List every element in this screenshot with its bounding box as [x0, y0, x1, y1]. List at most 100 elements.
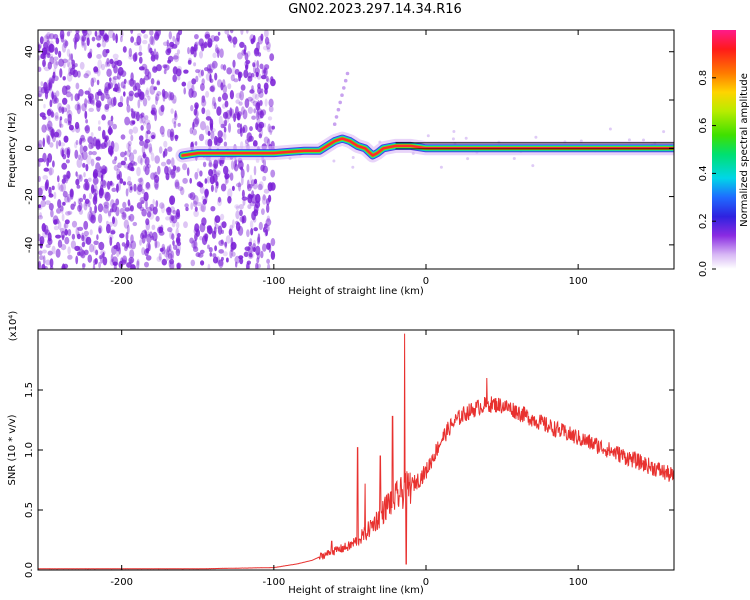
noise-blob [172, 74, 177, 83]
noise-blob [40, 86, 47, 94]
noise-blob [139, 196, 146, 204]
noise-blob [169, 258, 175, 265]
noise-blob [215, 172, 220, 178]
noise-blob [209, 78, 214, 84]
noise-blob [120, 134, 126, 140]
noise-blob [77, 226, 84, 231]
noise-blob [112, 256, 118, 266]
noise-blob [76, 233, 81, 240]
noise-blob [55, 140, 59, 150]
noise-blob [51, 245, 56, 255]
noise-blob [60, 34, 65, 43]
noise-blob [119, 233, 125, 239]
noise-blob [193, 210, 199, 218]
noise-blob [62, 76, 66, 81]
noise-blob [190, 46, 195, 55]
noise-blob [47, 153, 53, 163]
noise-blob [155, 30, 161, 37]
noise-blob [122, 181, 126, 186]
noise-blob [166, 206, 172, 216]
noise-blob [212, 173, 218, 183]
noise-blob [84, 181, 90, 191]
noise-blob [242, 109, 248, 120]
noise-blob [130, 234, 134, 244]
noise-blob [140, 112, 145, 118]
noise-field [38, 30, 666, 269]
noise-blob [258, 221, 263, 231]
noise-blob [176, 65, 182, 73]
noise-blob [232, 59, 236, 68]
noise-blob [41, 223, 46, 232]
noise-blob [177, 74, 181, 81]
noise-blob [94, 204, 97, 214]
y-tick-label: 0.5 [24, 502, 35, 518]
noise-blob [161, 258, 167, 266]
noise-blob [217, 130, 223, 138]
noise-blob [161, 246, 166, 255]
noise-blob [248, 253, 253, 260]
noise-blob [163, 249, 170, 258]
noise-blob [65, 177, 68, 184]
noise-blob [247, 96, 254, 102]
noise-blob [74, 149, 79, 159]
noise-blob [42, 51, 47, 61]
noise-blob [65, 211, 71, 216]
noise-blob [249, 253, 253, 258]
noise-blob [87, 136, 94, 144]
noise-blob [60, 244, 67, 251]
noise-blob [75, 171, 78, 177]
noise-blob [127, 140, 132, 147]
noise-blob [75, 178, 80, 186]
noise-blob [108, 101, 113, 109]
noise-blob [240, 175, 244, 186]
noise-blob [260, 109, 267, 116]
noise-blob [109, 182, 115, 187]
noise-blob [256, 263, 261, 269]
noise-blob [126, 262, 132, 268]
noise-blob [51, 75, 55, 84]
noise-blob [153, 86, 157, 91]
noise-blob [49, 99, 53, 108]
noise-blob [146, 242, 150, 251]
noise-blob [189, 237, 194, 244]
noise-blob [172, 98, 177, 104]
noise-blob [39, 36, 44, 45]
noise-blob [118, 260, 124, 269]
noise-blob [266, 215, 271, 222]
noise-blob [167, 227, 173, 233]
noise-blob [75, 140, 79, 145]
noise-blob [176, 208, 180, 218]
noise-blob [177, 122, 181, 127]
noise-blob [106, 220, 109, 226]
noise-blob [222, 84, 227, 94]
noise-blob [161, 203, 165, 214]
noise-blob [71, 59, 75, 66]
noise-blob [172, 35, 176, 43]
noise-blob [127, 199, 131, 207]
noise-blob [191, 84, 195, 94]
noise-blob [175, 166, 180, 173]
noise-blob [92, 136, 97, 147]
noise-blob [194, 34, 199, 40]
noise-blob [250, 98, 255, 104]
noise-blob [162, 93, 166, 102]
noise-blob [162, 41, 169, 47]
noise-blob [64, 118, 68, 124]
noise-blob [95, 249, 99, 256]
noise-blob [234, 163, 239, 172]
noise-blob [233, 113, 237, 123]
noise-blob [155, 215, 160, 222]
noise-blob [86, 155, 92, 165]
noise-blob [126, 142, 130, 150]
noise-blob [127, 176, 132, 183]
noise-blob [96, 43, 102, 48]
noise-blob [140, 200, 145, 205]
noise-blob [44, 33, 50, 40]
noise-blob [232, 219, 235, 229]
noise-blob [59, 68, 63, 78]
noise-blob [199, 170, 203, 177]
noise-blob [266, 41, 271, 50]
noise-blob [48, 167, 54, 176]
noise-blob [78, 154, 81, 160]
noise-blob [130, 186, 133, 191]
